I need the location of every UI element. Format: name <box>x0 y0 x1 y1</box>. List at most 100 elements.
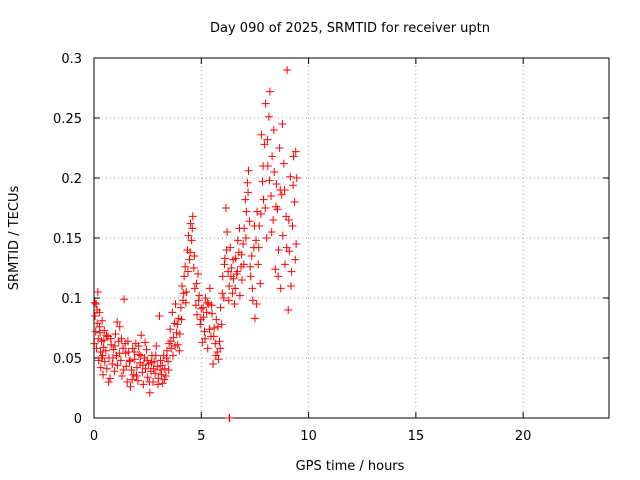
data-point <box>245 217 254 226</box>
data-point <box>137 331 146 340</box>
data-point <box>113 361 122 370</box>
data-point <box>225 282 234 290</box>
data-point <box>254 260 263 269</box>
data-point <box>238 276 247 284</box>
data-point <box>291 147 300 156</box>
data-point <box>91 312 100 320</box>
data-point <box>123 378 132 386</box>
data-point <box>196 320 205 329</box>
data-point <box>191 301 200 310</box>
data-point <box>132 372 141 380</box>
data-point <box>224 267 233 276</box>
data-point <box>173 320 182 329</box>
data-point <box>95 322 104 331</box>
data-point <box>113 318 122 326</box>
data-point <box>147 358 156 367</box>
x-tick-label: 5 <box>197 429 205 444</box>
y-axis-label: SRMTID / TECUs <box>7 186 22 291</box>
data-point <box>183 267 192 276</box>
data-point <box>151 369 160 378</box>
data-point <box>223 228 232 236</box>
data-point <box>127 366 136 374</box>
data-point <box>126 382 135 391</box>
data-point <box>246 272 255 281</box>
data-point <box>211 351 220 360</box>
data-point <box>93 288 102 296</box>
data-point <box>99 370 108 379</box>
data-point <box>271 265 280 274</box>
data-point <box>189 264 198 272</box>
data-point <box>128 375 137 384</box>
data-point <box>90 339 99 348</box>
data-point <box>279 159 288 168</box>
data-point <box>277 190 286 199</box>
data-point <box>250 314 259 323</box>
data-point <box>185 255 194 264</box>
data-point <box>134 342 143 350</box>
data-point <box>252 236 261 245</box>
data-point <box>168 351 177 360</box>
data-point <box>284 306 293 314</box>
data-point <box>115 322 124 331</box>
data-point <box>222 246 231 254</box>
data-point <box>158 361 167 370</box>
data-point <box>145 378 154 386</box>
data-point <box>200 327 209 336</box>
data-point <box>194 270 203 278</box>
data-point <box>111 342 120 350</box>
data-point <box>125 357 134 366</box>
data-point <box>283 66 292 74</box>
grid-lines <box>94 58 609 418</box>
data-point <box>139 380 148 389</box>
data-point <box>246 262 255 271</box>
data-points <box>90 66 301 422</box>
data-point <box>269 126 278 134</box>
data-point <box>145 388 154 397</box>
data-point <box>256 210 265 218</box>
y-tick-label: 0.3 <box>61 52 82 67</box>
data-point <box>233 236 242 245</box>
data-point <box>96 348 105 356</box>
data-point <box>256 279 265 288</box>
data-point <box>175 346 184 355</box>
data-point <box>151 351 160 360</box>
data-point <box>101 346 110 355</box>
chart-title: Day 090 of 2025, SRMTID for receiver upt… <box>210 21 490 36</box>
data-point <box>180 272 189 281</box>
data-point <box>239 240 248 248</box>
data-point <box>162 354 171 362</box>
data-point <box>157 370 166 379</box>
data-point <box>235 291 244 300</box>
data-point <box>92 344 101 353</box>
data-point <box>92 300 101 308</box>
data-point <box>254 243 263 252</box>
data-point <box>102 364 111 373</box>
data-point <box>197 304 206 313</box>
data-point <box>130 348 139 356</box>
data-point <box>212 315 221 324</box>
data-point <box>171 342 180 350</box>
data-point <box>111 330 120 338</box>
data-point <box>262 234 271 242</box>
data-point <box>290 198 299 206</box>
data-point <box>202 308 211 317</box>
data-point <box>219 294 228 302</box>
data-point <box>133 376 142 385</box>
data-point <box>203 298 212 307</box>
data-point <box>158 379 167 388</box>
y-tick-label: 0 <box>74 412 82 427</box>
data-point <box>96 363 105 372</box>
data-point <box>166 337 175 346</box>
x-tick-label: 20 <box>515 429 532 444</box>
data-point <box>209 332 218 341</box>
data-point <box>136 351 145 360</box>
x-tick-labels: 0 5 10 15 20 <box>90 429 532 444</box>
data-point <box>286 172 295 181</box>
data-point <box>259 195 268 204</box>
data-point <box>292 240 301 248</box>
data-point <box>235 224 244 233</box>
data-point <box>252 300 261 308</box>
data-point <box>272 180 281 188</box>
data-point <box>143 373 152 382</box>
data-point <box>263 135 272 144</box>
